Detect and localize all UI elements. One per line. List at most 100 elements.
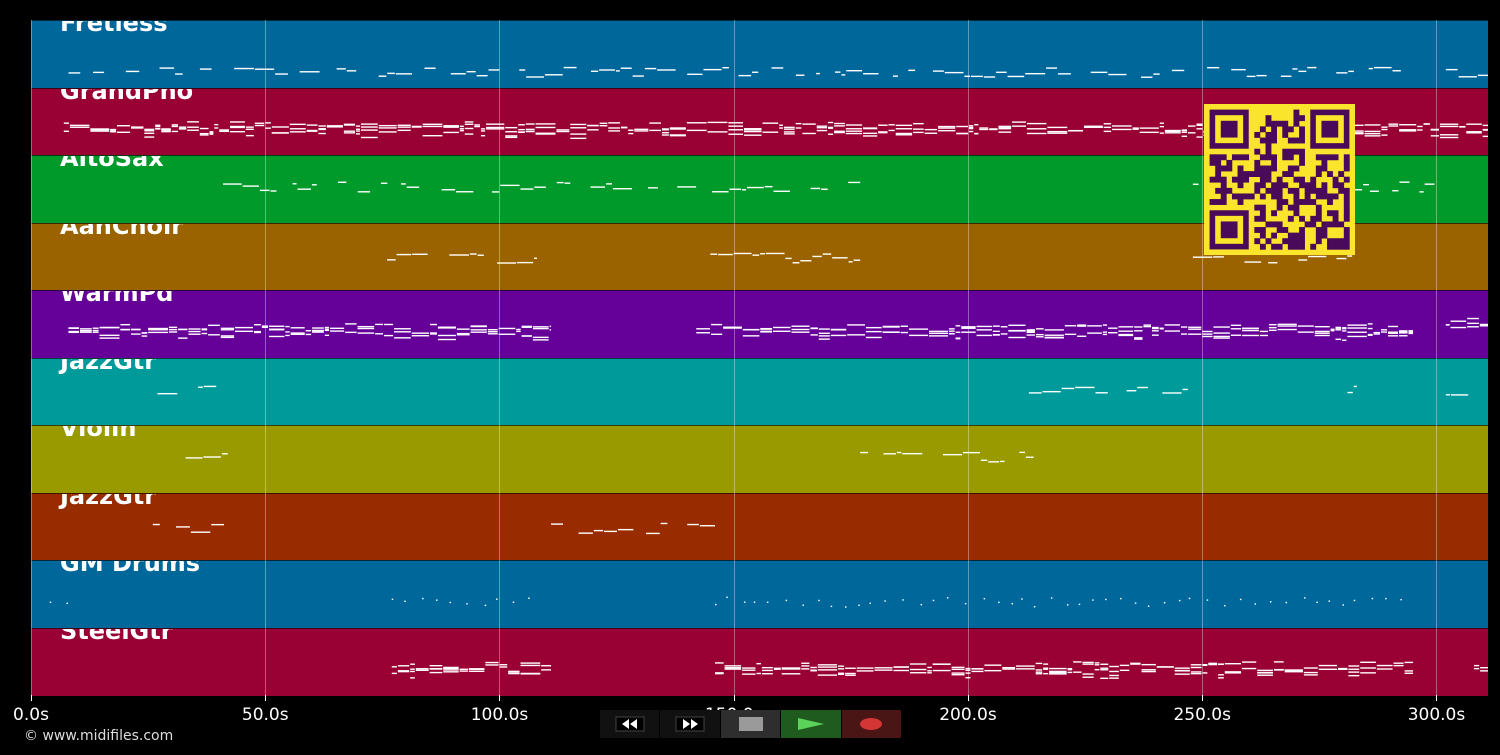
midi-note [90,129,110,132]
midi-note [131,328,141,331]
midi-note [661,128,669,130]
midi-note [1316,601,1318,603]
midi-note [1181,128,1188,131]
midi-note [1047,131,1068,134]
midi-note [951,673,965,675]
midi-note [1109,670,1119,672]
fast-forward-button[interactable] [659,710,720,738]
midi-note [1112,128,1132,130]
qr-code[interactable] [1204,104,1355,255]
midi-note [355,124,360,127]
midi-note [1347,327,1367,329]
midi-note [290,327,305,329]
midi-note [968,130,974,132]
midi-note [834,124,845,127]
midi-note [785,599,788,602]
play-button[interactable] [780,710,841,738]
midi-note [856,669,874,672]
midi-note [1174,669,1190,671]
midi-note [724,666,742,668]
midi-note [632,75,644,77]
midi-note [380,182,388,184]
midi-note [963,451,980,454]
track-lane[interactable]: Fretless [31,20,1488,89]
rewind-button[interactable] [599,710,660,738]
midi-note [848,181,861,184]
track-lane[interactable]: JazzGtr [31,357,1488,426]
stop-button[interactable] [719,710,781,738]
midi-note [615,70,620,72]
midi-note [338,181,347,183]
midi-note [687,523,699,525]
midi-note [1094,661,1100,664]
midi-note [761,666,773,668]
midi-note [449,253,469,256]
midi-note [1002,667,1016,670]
midi-note [724,664,742,667]
midi-note [318,128,326,130]
midi-note [120,329,131,331]
track-lane[interactable]: JazzGtr [31,492,1488,561]
midi-note [1385,597,1387,600]
axis-tick-label: 50.0s [241,705,289,725]
midi-note [190,530,211,533]
midi-note [500,184,520,187]
midi-note [779,126,783,129]
midi-note [1439,125,1459,127]
midi-note [669,134,686,136]
midi-note [66,602,69,604]
track-lane[interactable]: SteelGtr [31,627,1488,696]
midi-note [285,325,290,328]
midi-note [1308,255,1327,257]
midi-note [1026,330,1035,332]
midi-note [686,129,707,131]
track-lane[interactable]: WarmPd [31,290,1488,359]
midi-note [93,71,105,74]
midi-note [1012,120,1026,123]
midi-note [254,124,265,126]
midi-note [230,126,245,128]
midi-note [516,328,521,331]
midi-note [834,122,845,124]
midi-note [1067,668,1073,670]
midi-note [521,325,532,328]
midi-note [387,258,396,261]
midi-note [1021,598,1023,600]
midi-note [996,71,1007,74]
midi-note [1268,326,1277,329]
midi-note [1376,667,1393,670]
midi-note [171,130,178,132]
midi-note [1043,672,1049,674]
track-lane[interactable]: GM Drums [31,560,1488,629]
midi-note [1044,336,1064,339]
record-button[interactable] [840,710,902,738]
midi-note [1335,338,1342,341]
midi-note [590,186,606,188]
midi-note [1049,670,1067,672]
midi-note [822,252,832,255]
midi-note [893,669,909,671]
midi-note [1369,190,1379,192]
midi-note [410,676,415,679]
track-lane[interactable]: Violin [31,425,1488,494]
midi-note [765,252,785,254]
midi-note [612,188,632,190]
midi-note [1134,337,1143,339]
midi-note [175,73,183,75]
midi-note [938,125,956,127]
midi-note [525,122,535,125]
midi-note [1231,68,1246,71]
midi-note [878,124,888,126]
midi-note [161,127,171,130]
midi-note [1143,324,1152,326]
midi-note [1134,602,1137,604]
midi-note [951,666,965,668]
midi-note [927,669,932,672]
midi-note [209,131,214,133]
midi-note [964,75,971,78]
midi-note [951,671,965,674]
rewind-icon [615,716,645,732]
midi-note [1196,124,1203,126]
midi-note [289,130,306,133]
midi-note [1303,673,1318,676]
